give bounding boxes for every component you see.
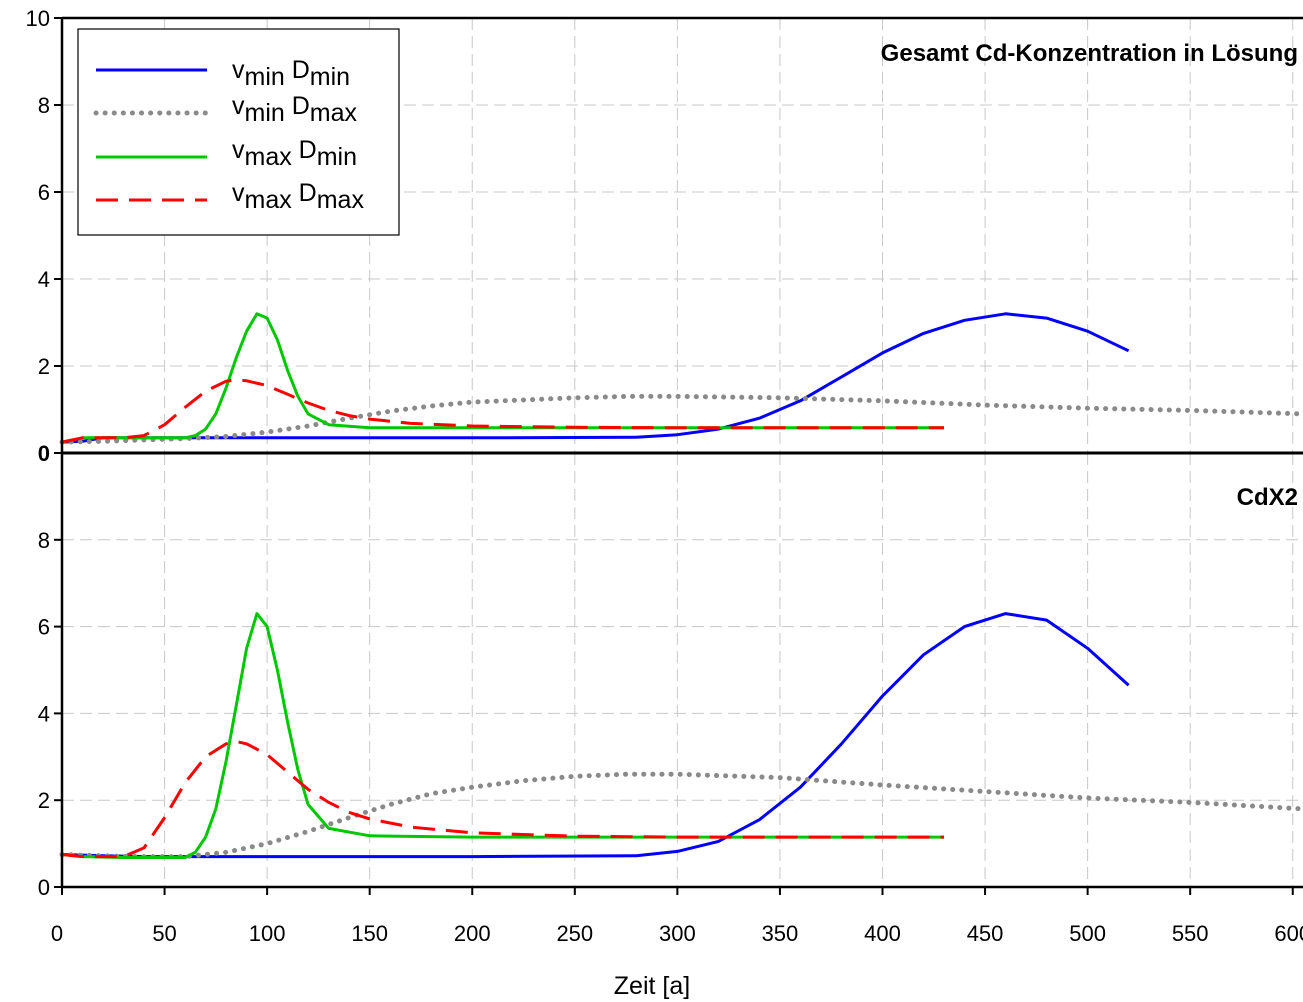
series-line-cdx2-2 [61,612,944,859]
legend-sub: max [310,99,358,127]
series-line-cdx2-3 [61,740,944,859]
x-tick-label: 350 [762,921,799,946]
x-tick-label: 550 [1172,921,1209,946]
x-tick-label: 250 [556,921,593,946]
legend: vmin Dmin vmin Dmax vmax Dmin vmax Dmax [77,28,400,236]
x-tick-label: 100 [249,921,286,946]
panel-title-total-cd: Gesamt Cd-Konzentration in Lösung [881,40,1298,67]
panel-title-cdx2: CdX2 [1237,484,1298,511]
series-line-cdx2-1 [59,771,1303,860]
series-line-total-1 [59,393,1303,445]
legend-sub: min [310,63,350,91]
legend-sub: min [245,63,285,91]
x-tick-label: 300 [659,921,696,946]
x-tick-label: 500 [1069,921,1106,946]
y-tick-label: 2 [38,788,50,813]
x-tick-label: 400 [864,921,901,946]
x-tick-label: 200 [454,921,491,946]
y-tick-label: 4 [38,701,50,726]
series-line-total-0 [61,312,1130,444]
y-tick-label: 8 [38,528,50,553]
x-tick-label: 150 [351,921,388,946]
y-tick-label: 8 [38,93,50,118]
y-tick-label: 0 [38,875,50,900]
legend-sub: min [245,99,285,127]
x-tick-label: 450 [967,921,1004,946]
data-series [59,312,1303,860]
y-tick-label: 0 [38,441,50,466]
y-tick-label: 4 [38,267,50,292]
axes [54,16,1303,895]
legend-sub: max [317,186,365,214]
x-tick-label: 0 [51,921,63,946]
series-line-cdx2-0 [61,612,1130,859]
y-tick-label: 6 [38,615,50,640]
legend-sub: min [317,143,357,171]
y-tick-label: 6 [38,180,50,205]
x-axis-label: Zeit [a] [614,972,690,1000]
series-line-total-3 [61,378,944,444]
legend-sub: max [245,143,293,171]
y-tick-label: 10 [26,6,50,31]
x-tick-label: 50 [152,921,176,946]
series-line-total-2 [61,312,944,444]
y-tick-label: 2 [38,354,50,379]
legend-sub: max [245,186,293,214]
x-tick-label: 600 [1274,921,1303,946]
